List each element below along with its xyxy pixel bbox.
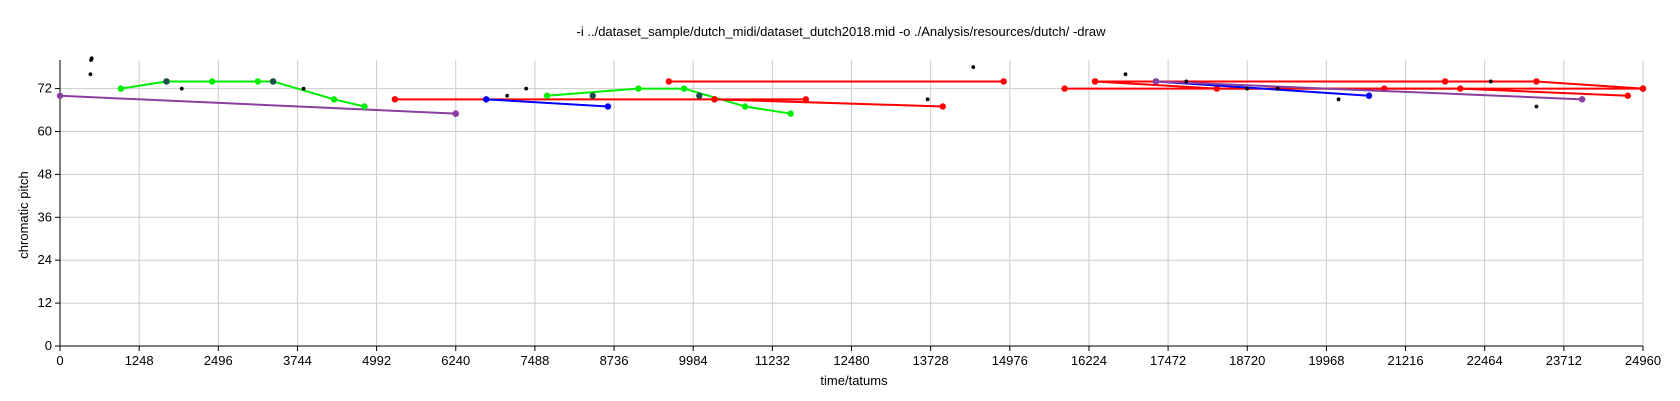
series-9-point xyxy=(1624,92,1631,99)
y-tick-label: 24 xyxy=(38,252,52,267)
series-2-point xyxy=(361,103,368,110)
data-dot xyxy=(1336,97,1341,102)
x-tick-label: 12480 xyxy=(833,353,869,368)
series-7-point xyxy=(939,103,947,110)
series-7-point xyxy=(711,96,718,103)
x-tick-label: 16224 xyxy=(1071,353,1107,368)
series-4-point xyxy=(482,96,490,103)
data-dot xyxy=(269,78,277,85)
y-tick-label: 72 xyxy=(38,81,52,96)
series-5-point xyxy=(741,103,749,110)
series-10-point xyxy=(1533,78,1540,85)
x-tick-label: 11232 xyxy=(755,353,790,368)
series-2-point xyxy=(254,78,262,85)
grid xyxy=(60,60,1644,346)
series-2-point xyxy=(330,96,338,103)
series-2-point xyxy=(117,85,125,92)
series-8-point xyxy=(1061,85,1068,92)
x-tick-label: 22464 xyxy=(1467,353,1503,368)
data-dot xyxy=(505,93,510,98)
series-3-point xyxy=(802,96,810,103)
axes: 0 1248 2496 3744 4992 6240 7488 8736 9984 11232 12… xyxy=(38,60,1661,368)
x-tick-label: 17472 xyxy=(1150,353,1186,368)
series-4-point xyxy=(604,103,612,110)
x-tick-label: 8736 xyxy=(600,353,629,368)
x-tick-label: 14976 xyxy=(992,353,1028,368)
x-tick-label: 9984 xyxy=(679,353,708,368)
series-12-point xyxy=(1578,96,1586,103)
series-layer xyxy=(56,78,1647,117)
data-dot xyxy=(1275,86,1280,91)
y-tick-label: 0 xyxy=(45,338,52,353)
x-tick-label: 6240 xyxy=(441,353,470,368)
dots-layer xyxy=(88,56,1539,117)
x-tick-label: 21216 xyxy=(1387,353,1423,368)
series-5-point xyxy=(787,110,794,117)
series-9-point xyxy=(1213,85,1221,92)
data-dot xyxy=(163,78,170,85)
x-tick-label: 1248 xyxy=(125,353,154,368)
series-1-point xyxy=(56,92,64,99)
x-tick-label: 3744 xyxy=(283,353,312,368)
series-3-point xyxy=(391,96,399,103)
data-dot xyxy=(1534,104,1539,109)
data-dot xyxy=(696,92,703,99)
x-axis-label: time/tatums xyxy=(820,373,888,388)
data-dot xyxy=(1488,79,1493,84)
y-tick-label: 12 xyxy=(38,295,52,310)
data-dot xyxy=(89,56,94,61)
series-4-line xyxy=(486,98,609,108)
data-dot xyxy=(179,86,184,91)
x-tick-label: 18720 xyxy=(1229,353,1265,368)
y-tick-label: 36 xyxy=(38,209,52,224)
x-tick-label: 0 xyxy=(56,353,63,368)
series-10-point xyxy=(1441,78,1449,85)
data-dot xyxy=(1245,86,1250,91)
series-2-line xyxy=(120,80,365,108)
series-1-line xyxy=(59,94,456,115)
series-2-point xyxy=(209,78,216,85)
data-dot xyxy=(301,86,306,91)
x-tick-label: 4992 xyxy=(362,353,391,368)
data-dot xyxy=(1123,72,1128,77)
data-dot xyxy=(524,86,529,91)
series-7-line xyxy=(714,98,943,108)
data-dot xyxy=(88,72,93,77)
series-5-point xyxy=(635,85,642,92)
x-tick-label: 24960 xyxy=(1625,353,1661,368)
x-tick-label: 19968 xyxy=(1308,353,1344,368)
chart-title: -i ../dataset_sample/dutch_midi/dataset_… xyxy=(577,24,1107,39)
series-11-point xyxy=(1365,92,1373,99)
series-6-point xyxy=(1000,78,1007,85)
x-tick-label: 13728 xyxy=(913,353,949,368)
y-axis-label: chromatic pitch xyxy=(16,171,31,258)
data-dot xyxy=(925,97,930,102)
y-tick-label: 48 xyxy=(38,166,52,181)
series-5-point xyxy=(680,85,688,92)
y-tick-label: 60 xyxy=(38,124,52,139)
data-dot xyxy=(452,110,459,117)
series-9-point xyxy=(1457,85,1464,92)
series-5-point xyxy=(543,92,551,99)
data-dot xyxy=(589,92,596,99)
data-dot xyxy=(1184,79,1189,84)
x-tick-label: 7488 xyxy=(520,353,549,368)
series-12-line xyxy=(1155,80,1583,101)
series-12-point xyxy=(1152,78,1160,85)
x-tick-label: 2496 xyxy=(204,353,233,368)
series-6-point xyxy=(665,78,673,85)
data-dot xyxy=(971,65,976,70)
series-10-point xyxy=(1639,85,1647,92)
series-10-point xyxy=(1091,78,1099,85)
x-tick-label: 23712 xyxy=(1546,353,1582,368)
